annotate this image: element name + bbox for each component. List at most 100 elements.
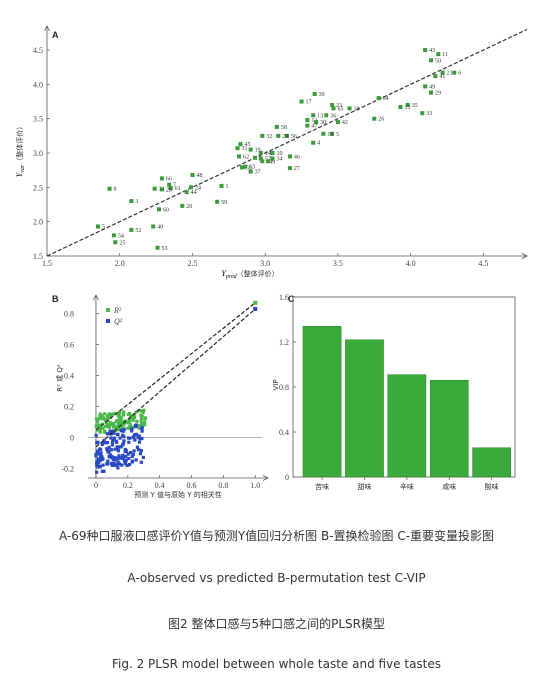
point-label: 25 (119, 240, 125, 246)
x-tick-label: 1.5 (42, 259, 52, 268)
q2-permutation-point (112, 461, 116, 465)
r2-permutation-point (127, 420, 131, 425)
point-label: 65 (338, 106, 344, 112)
panel-a-y-label: Yvar（整体评价） (15, 123, 26, 177)
point-label: 6 (458, 71, 461, 77)
scatter-point (151, 224, 156, 229)
point-label: 18 (354, 106, 360, 112)
q2-permutation-point (121, 456, 125, 460)
point-label: 17 (306, 100, 312, 106)
point-label: 10 (276, 151, 282, 157)
scatter-point (157, 207, 161, 212)
q2-permutation-point (127, 456, 131, 461)
scatter-point (305, 123, 310, 128)
caption-figure-title-en: Fig. 2 PLSR model between whole taste an… (111, 657, 442, 671)
q2-permutation-point (120, 463, 124, 467)
q2-permutation-point (100, 469, 104, 473)
r2-permutation-point (108, 423, 112, 427)
q2-permutation-point (117, 454, 121, 458)
point-label: 53 (246, 165, 252, 171)
q2-permutation-point (130, 459, 135, 463)
scatter-point (270, 156, 275, 161)
legend-label: Q² (114, 317, 123, 326)
q2-permutation-point (98, 451, 102, 455)
scatter-point (331, 106, 336, 111)
scatter-point (168, 186, 173, 191)
r2-permutation-point (108, 420, 112, 425)
q2-permutation-point (108, 429, 112, 433)
panel-a-x-label: Ypred（整体评价） (221, 269, 278, 280)
point-label: 34 (276, 157, 282, 163)
r2-permutation-point (115, 425, 119, 429)
scatter-point (376, 96, 381, 101)
figure-canvas: A 1.5 2.0 2.5 3.0 3.5 4.0 4.5 1.5 2.0 2.5 3.0 3.5 4.… (15, 25, 528, 499)
x-tick-label: 咸味 (442, 482, 456, 491)
q2-original-point (253, 306, 258, 311)
point-label: 26 (378, 117, 384, 123)
scatter-point (113, 240, 118, 245)
y-tick-label: 0.8 (64, 310, 74, 319)
scatter-point (321, 131, 326, 136)
y-tick-label: 1.6 (279, 293, 289, 302)
r2-permutation-point (117, 418, 121, 423)
r2-permutation-point (114, 419, 119, 424)
r2-permutation-point (106, 424, 110, 428)
scatter-point (312, 91, 317, 96)
point-label: 40 (157, 224, 163, 230)
panel-a-letter: A (52, 30, 59, 40)
scatter-point (184, 190, 189, 195)
point-label: 49 (429, 84, 435, 90)
r2-permutation-point (128, 422, 132, 427)
q2-permutation-point (131, 435, 135, 440)
q2-permutation-point (121, 429, 125, 433)
panel-b-permutation: B 0 0.2 0.4 0.6 0.8 1.0 -0.2 0 0.2 0.4 0.6 0.8 R² Q²… (52, 294, 269, 499)
q2-permutation-point (96, 440, 100, 444)
q2-permutation-point (123, 462, 127, 466)
r2-permutation-point (121, 423, 125, 427)
x-tick-label: 2.5 (187, 259, 197, 268)
x-tick-label: 2.0 (115, 259, 125, 268)
y-tick-label: 3.5 (33, 115, 43, 124)
scatter-point (253, 155, 257, 160)
scatter-point (190, 172, 195, 177)
y-tick-label: 1.5 (33, 252, 43, 261)
point-label: 4 (317, 141, 320, 147)
q2-permutation-point (140, 436, 144, 441)
scatter-point (405, 102, 410, 107)
point-label: 5 (336, 132, 339, 138)
q2-permutation-point (124, 458, 128, 462)
scatter-point (324, 113, 329, 118)
scatter-point (238, 142, 243, 147)
q2-permutation-point (101, 463, 105, 467)
q2-permutation-point (109, 461, 113, 466)
r2-permutation-point (137, 426, 141, 430)
q2-permutation-point (95, 452, 99, 456)
r2-permutation-point (143, 417, 147, 421)
vip-bar (472, 447, 512, 478)
scatter-point (159, 176, 164, 181)
point-label: 28 (166, 187, 172, 193)
scatter-point (258, 151, 263, 156)
q2-permutation-point (112, 436, 116, 440)
q2-permutation-point (105, 447, 109, 451)
point-label: 30 (320, 120, 326, 126)
r2-permutation-point (119, 418, 123, 422)
q2-permutation-point (100, 442, 104, 446)
q2-permutation-point (121, 442, 125, 446)
x-tick-label: 4.5 (478, 259, 488, 268)
q2-permutation-point (131, 452, 135, 456)
scatter-point (299, 99, 304, 104)
scatter-point (452, 70, 457, 75)
point-label: 9 (272, 159, 275, 165)
point-label: 24 (195, 185, 201, 191)
q2-permutation-point (113, 447, 117, 451)
q2-permutation-point (130, 427, 134, 431)
r2-permutation-point (142, 408, 146, 412)
scatter-point (215, 199, 220, 204)
r2-original-point (253, 300, 258, 305)
scatter-point (335, 120, 340, 125)
q2-permutation-point (137, 440, 142, 444)
x-tick-label: 3.0 (260, 259, 270, 268)
q2-permutation-point (94, 454, 98, 458)
y-tick-label: 0.6 (64, 341, 74, 350)
